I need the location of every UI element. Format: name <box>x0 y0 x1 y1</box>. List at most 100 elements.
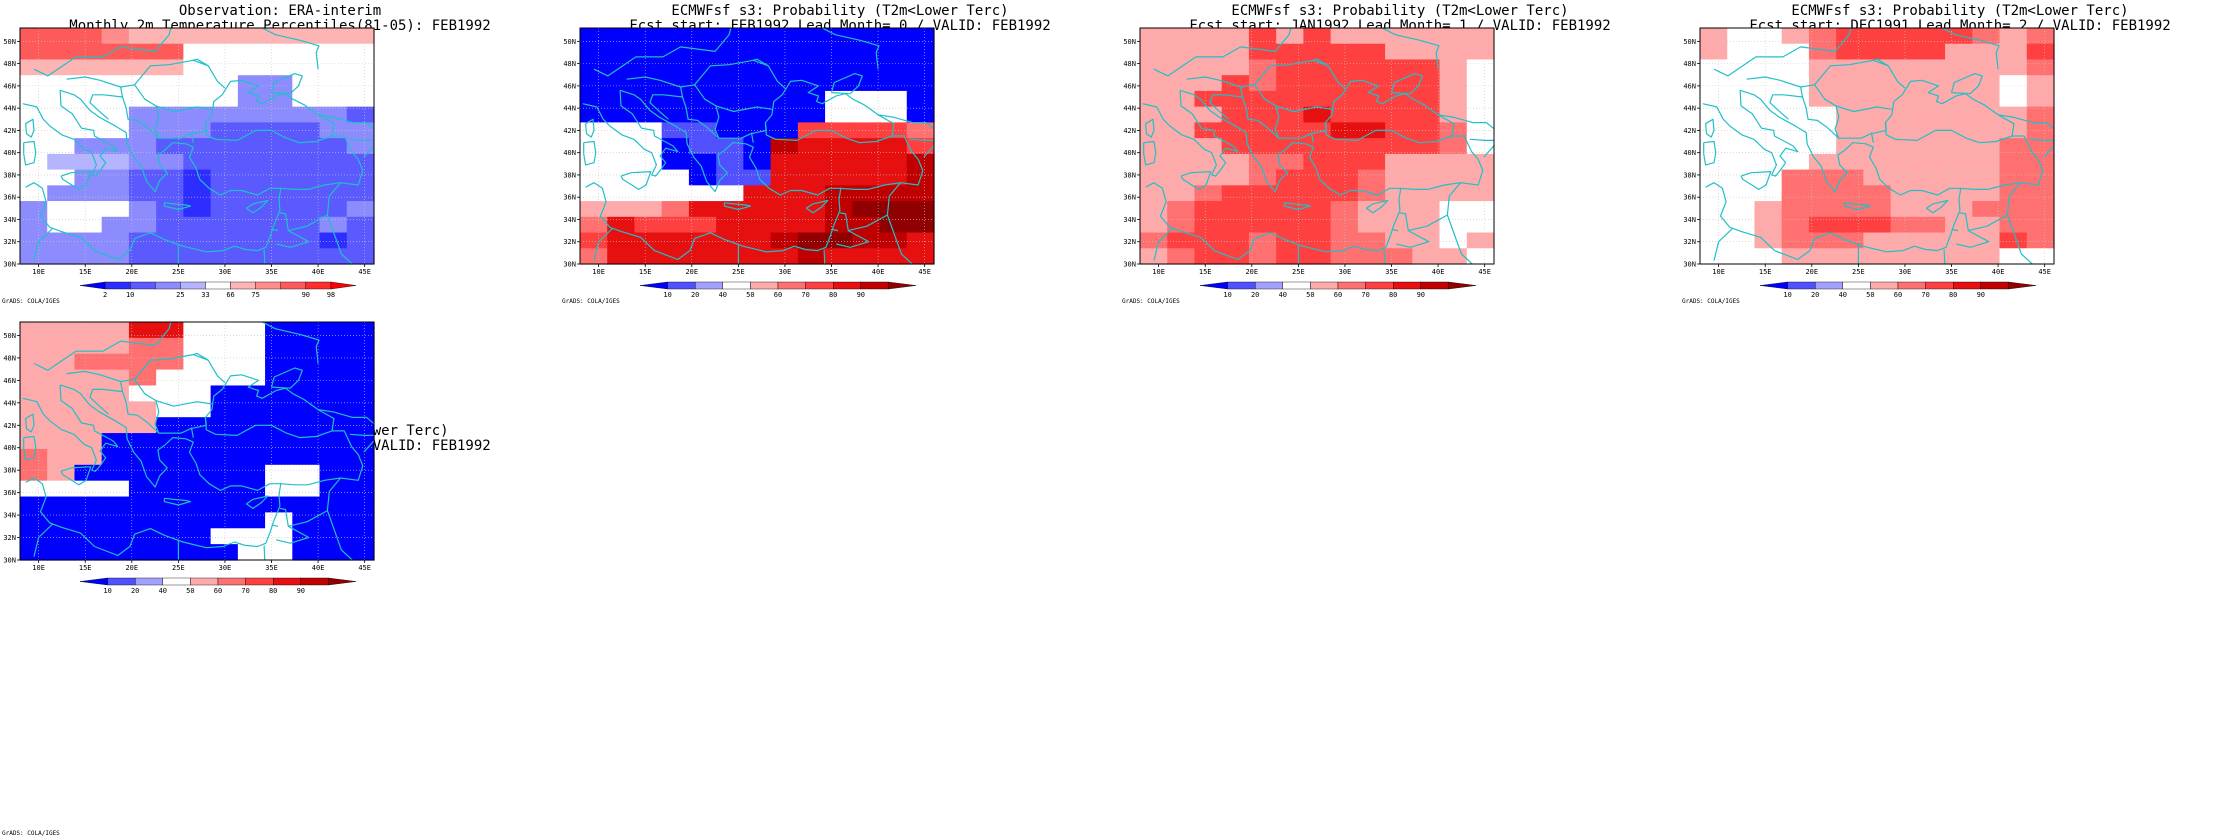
shaded-cell <box>265 28 293 45</box>
lon-tick-label: 35E <box>825 268 838 276</box>
shaded-cell <box>319 169 348 186</box>
shaded-cell <box>101 185 130 202</box>
shaded-cell <box>852 122 881 139</box>
shaded-cell <box>634 43 663 61</box>
shaded-cell <box>74 59 103 76</box>
shaded-cell <box>1439 138 1468 155</box>
shaded-cell <box>47 75 76 92</box>
shaded-cell <box>1945 43 1973 61</box>
coastline-path <box>23 140 37 166</box>
shaded-cell <box>1194 43 1223 61</box>
lat-tick-label: 40N <box>3 444 16 452</box>
lon-tick-label: 25E <box>1852 268 1865 276</box>
shaded-cell <box>743 232 772 249</box>
shaded-cell <box>607 216 636 234</box>
shaded-cell <box>237 401 266 418</box>
shaded-cell <box>1357 169 1386 186</box>
shaded-cell <box>1727 138 1756 155</box>
colorbar-segment <box>1842 281 1871 290</box>
shaded-cell <box>74 248 103 265</box>
shaded-cell <box>634 216 663 234</box>
shaded-cell <box>1248 248 1277 265</box>
lat-tick-label: 40N <box>1123 149 1136 157</box>
shaded-cell <box>906 59 935 76</box>
shaded-cell <box>1836 216 1864 234</box>
shaded-cell <box>128 353 157 371</box>
shaded-cell <box>292 138 321 155</box>
coastline-path <box>1392 228 1399 232</box>
shaded-cell <box>688 169 717 186</box>
shaded-cell <box>1303 201 1332 218</box>
shaded-cell <box>1917 28 1946 45</box>
shaded-cell <box>1439 153 1468 171</box>
lat-tick-label: 30N <box>3 261 16 269</box>
map-frame <box>1139 27 1495 265</box>
lat-tick-label: 48N <box>3 60 16 68</box>
colorbar-segment <box>79 281 106 290</box>
shaded-cell <box>1412 201 1441 218</box>
shaded-cell <box>716 169 744 186</box>
colorbar-label: 70 <box>241 587 249 595</box>
shaded-cell <box>852 75 881 92</box>
shaded-cell <box>292 448 321 466</box>
shaded-cell <box>1808 185 1837 202</box>
shaded-cell <box>743 75 772 92</box>
coastline-path <box>279 477 341 527</box>
shaded-cell <box>183 28 212 45</box>
shaded-cell <box>797 28 826 45</box>
shaded-cell <box>661 201 690 218</box>
colorbar-segment <box>1759 281 1788 290</box>
shaded-cell <box>1863 28 1892 45</box>
shaded-cell <box>237 528 266 545</box>
shaded-cell <box>128 138 157 155</box>
coastline-path <box>585 118 595 138</box>
shaded-cell <box>716 216 744 234</box>
grads-credit: GrADS: COLA/IGES <box>562 298 620 305</box>
shaded-cell <box>1466 106 1495 123</box>
shaded-cell <box>797 216 826 234</box>
shaded-cell <box>634 185 663 202</box>
shaded-cell <box>661 169 690 186</box>
coastline-path <box>839 135 924 190</box>
shaded-cell <box>1221 201 1250 218</box>
shaded-cell <box>1221 248 1250 265</box>
shaded-cell <box>20 201 48 218</box>
shaded-cell <box>825 28 853 45</box>
lon-tick-label: 35E <box>265 268 278 276</box>
shaded-cell <box>265 464 293 482</box>
shaded-cell <box>1999 201 2028 218</box>
shaded-cell <box>265 43 293 61</box>
shaded-cell <box>2026 138 2055 155</box>
colorbar-segment <box>155 281 181 290</box>
shaded-cell <box>1330 153 1359 171</box>
lon-tick-label: 20E <box>685 268 698 276</box>
shaded-cell <box>1917 106 1946 123</box>
shaded-cell <box>1945 106 1973 123</box>
shaded-cell <box>47 448 76 466</box>
colorbar-segment <box>1897 281 1926 290</box>
shaded-cell <box>688 90 717 108</box>
coastline-path <box>1381 28 1440 70</box>
coastline-path <box>681 84 720 139</box>
colorbar-label: 10 <box>1783 291 1791 299</box>
shaded-cell <box>210 138 239 155</box>
shaded-cell <box>1357 216 1386 234</box>
coastline-path <box>750 132 754 143</box>
shaded-cell <box>156 75 184 92</box>
shaded-cell <box>1194 106 1223 123</box>
coastline-path <box>1278 122 1327 139</box>
shaded-cell <box>1781 122 1810 139</box>
shaded-cell <box>156 464 184 482</box>
shaded-cell <box>879 138 908 155</box>
shaded-cell <box>1357 138 1386 155</box>
coastline-path <box>158 122 207 139</box>
shaded-cell <box>128 433 157 450</box>
coastline-path <box>2029 138 2054 158</box>
shaded-cell <box>1781 153 1810 171</box>
coastline-path <box>22 90 119 177</box>
shaded-cell <box>237 353 266 371</box>
panel-title-line1: ECMWFsf s3: Probability (T2m<Lower Terc) <box>671 3 1009 19</box>
shaded-cell <box>1945 59 1973 76</box>
shaded-cell <box>1863 216 1892 234</box>
coastline-path <box>1769 86 1804 120</box>
